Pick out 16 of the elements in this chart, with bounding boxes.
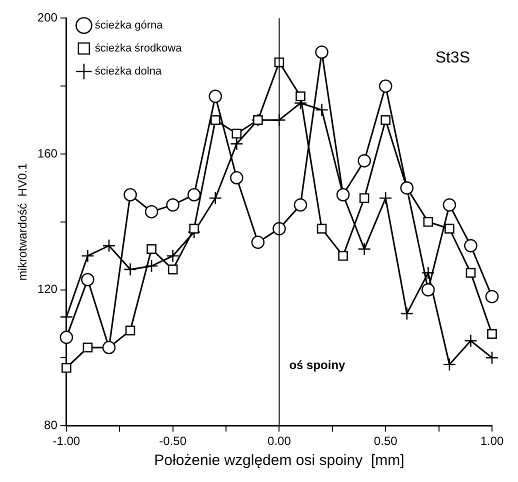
legend-label: ścieżka środkowa xyxy=(94,42,183,55)
ref-line-label: oś spoiny xyxy=(289,358,346,372)
y-tick-label: 200 xyxy=(37,10,58,25)
annotation: St3S xyxy=(435,50,470,67)
x-tick-label: 0.50 xyxy=(374,434,398,448)
y-tick-label: 160 xyxy=(37,146,58,160)
y-axis-title: mikrotwardość HV0.1 xyxy=(16,162,30,281)
legend-label: ścieżka górna xyxy=(94,20,164,32)
y-tick-label: 80 xyxy=(44,418,58,432)
y-tick-label: 120 xyxy=(37,282,58,296)
x-tick-label: -1.00 xyxy=(52,434,80,448)
x-tick-label: 1.00 xyxy=(480,434,504,448)
x-axis-title: Położenie względem osi spoiny [mm] xyxy=(154,452,404,470)
x-tick-label: -0.50 xyxy=(159,434,187,448)
x-tick-label: 0.00 xyxy=(268,434,292,448)
legend-label: ścieżka dolna xyxy=(94,66,162,78)
